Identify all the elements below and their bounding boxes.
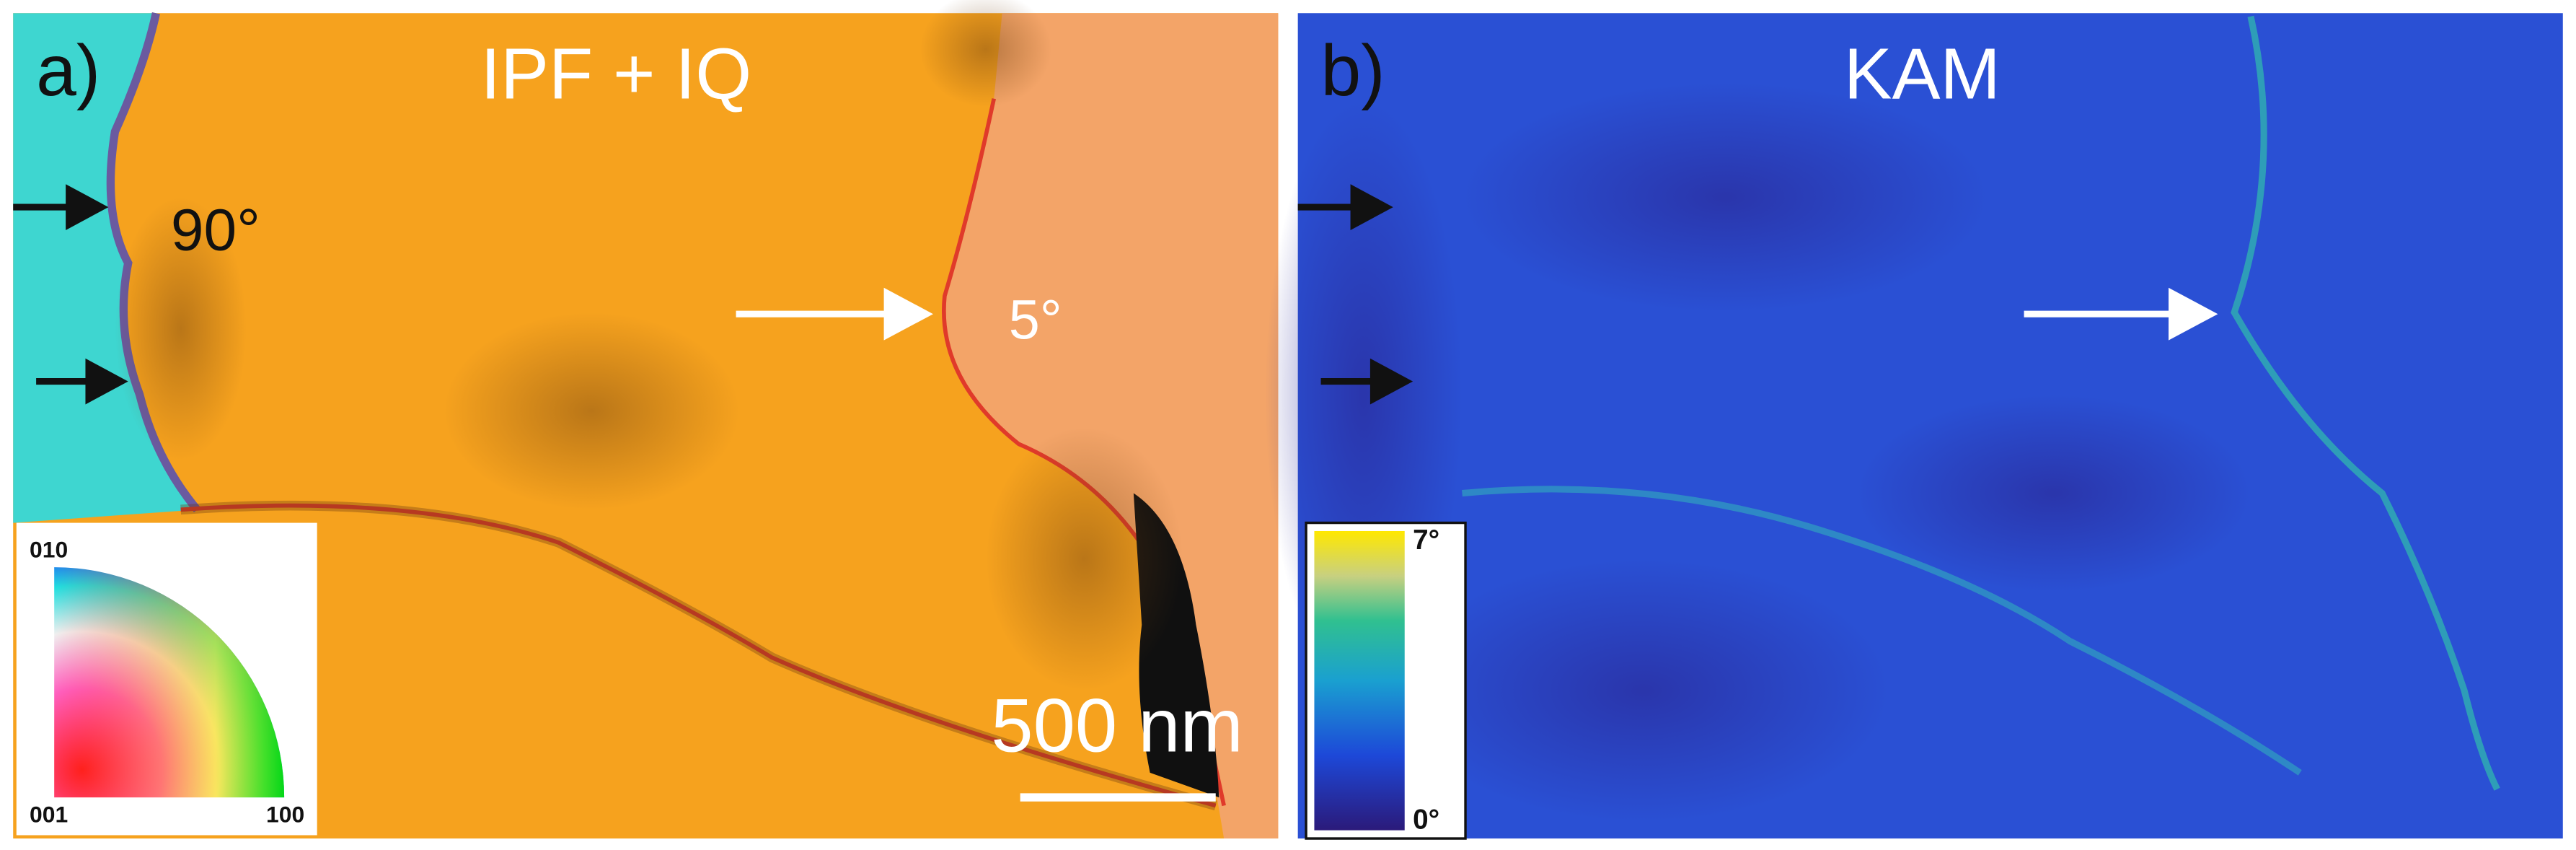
panel-label: b)	[1321, 30, 1385, 111]
arrow-head	[1369, 358, 1413, 405]
kam-boundary	[1462, 486, 2302, 776]
grain-boundary-shade	[180, 500, 1217, 811]
arrow-head	[66, 184, 109, 230]
arrow-head	[883, 287, 933, 341]
ipf-legend: 010 001 100	[16, 522, 317, 836]
legend-label: 001	[30, 801, 68, 827]
grain-boundary-lower	[180, 503, 1217, 808]
legend-label: 010	[30, 536, 68, 562]
legend-label: 100	[266, 801, 304, 827]
misorientation-label: 5°	[1009, 289, 1062, 351]
panel-title: IPF + IQ	[480, 34, 751, 115]
low-kam-region	[1396, 558, 1889, 823]
ipf-wedge-overlay	[54, 567, 285, 798]
arrow-head	[85, 358, 128, 405]
contrast-patch	[985, 427, 1183, 691]
contrast-patch	[919, 0, 1051, 108]
panel-label: a)	[36, 30, 100, 111]
panel-a: a) IPF + IQ 90° 5° 500 nm 010 001 100	[13, 0, 1279, 839]
kam-boundary	[2231, 15, 2500, 791]
colorbar-label: 0°	[1413, 804, 1439, 835]
contrast-patch	[115, 197, 247, 460]
low-kam-region	[1856, 394, 2251, 592]
scale-bar-label: 500 nm	[991, 683, 1243, 768]
kam-colorbar: 7° 0°	[1305, 521, 1467, 840]
contrast-patch	[444, 312, 740, 510]
panel-b: b) KAM 7° 0°	[1265, 13, 2563, 840]
colorbar	[1314, 530, 1405, 831]
grain-cyan	[13, 13, 198, 523]
panel-title: KAM	[1844, 34, 2001, 115]
arrow-head	[1350, 184, 1393, 230]
colorbar-label: 7°	[1413, 525, 1439, 556]
low-kam-region	[1462, 82, 1988, 312]
arrow-head	[2169, 287, 2218, 341]
misorientation-label: 90°	[171, 197, 260, 263]
